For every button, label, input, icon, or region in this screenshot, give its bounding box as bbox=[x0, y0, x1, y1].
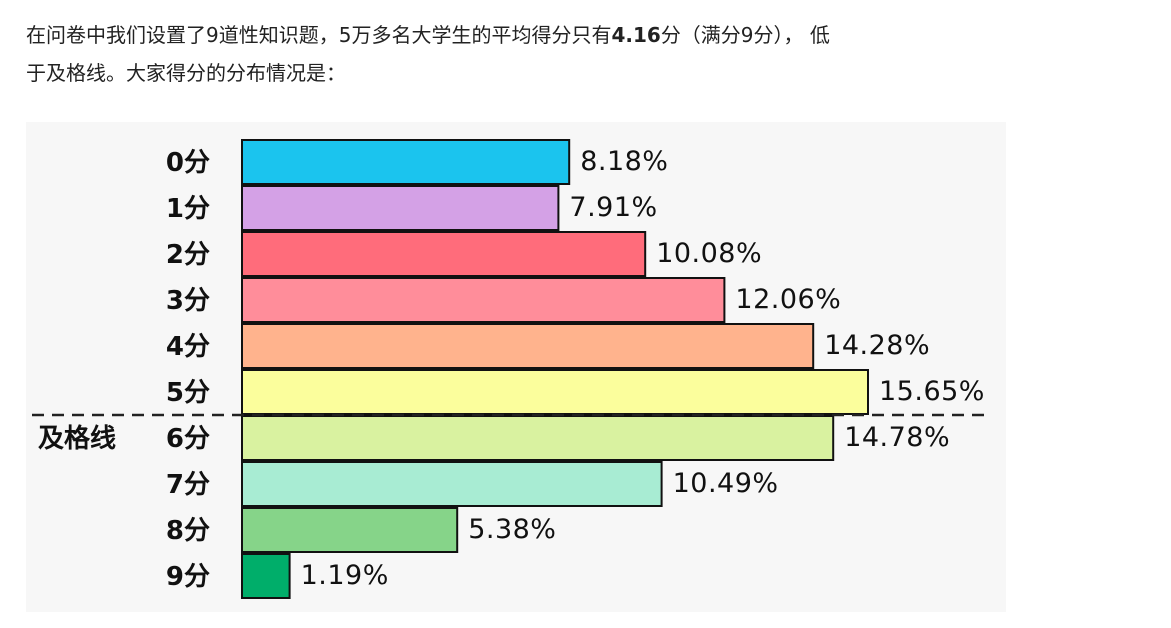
value-label-8: 5.38% bbox=[468, 514, 556, 545]
value-label-2: 10.08% bbox=[656, 238, 762, 269]
value-label-0: 8.18% bbox=[580, 146, 668, 177]
intro-line-2: 于及格线。大家得分的分布情况是： bbox=[26, 61, 346, 85]
category-label-5: 5分 bbox=[166, 378, 210, 408]
category-label-7: 7分 bbox=[166, 470, 210, 500]
category-label-1: 1分 bbox=[166, 194, 210, 224]
bar-4 bbox=[241, 323, 815, 369]
intro-paragraph: 在问卷中我们设置了9道性知识题，5万多名大学生的平均得分只有4.16分（满分9分… bbox=[26, 16, 1026, 92]
value-label-6: 14.78% bbox=[844, 422, 950, 453]
bar-8 bbox=[241, 507, 459, 553]
bar-0 bbox=[241, 139, 571, 185]
bar-2 bbox=[241, 231, 647, 277]
pass-line-label: 及格线 bbox=[38, 423, 116, 454]
bar-1 bbox=[241, 185, 560, 231]
bars-group bbox=[241, 139, 869, 599]
intro-line-1: 在问卷中我们设置了9道性知识题，5万多名大学生的平均得分只有4.16分（满分9分… bbox=[26, 16, 1026, 54]
labels-group: 0分 8.18% 1分 7.91% 2分 10.08% 3分 12.06% 4分 14.28% 5分… bbox=[166, 146, 985, 592]
category-label-3: 3分 bbox=[166, 286, 210, 316]
bar-9 bbox=[241, 553, 291, 599]
category-label-6: 6分 bbox=[166, 424, 210, 454]
average-score: 4.16 bbox=[611, 23, 661, 47]
value-label-9: 1.19% bbox=[301, 560, 389, 591]
category-label-9: 9分 bbox=[166, 562, 210, 592]
intro-text-a: 在问卷中我们设置了9道性知识题，5万多名大学生的平均得分只有 bbox=[26, 23, 612, 47]
bar-7 bbox=[241, 461, 663, 507]
category-label-8: 8分 bbox=[166, 516, 210, 546]
category-label-0: 0分 bbox=[166, 148, 210, 178]
category-label-4: 4分 bbox=[166, 332, 210, 362]
score-distribution-chart: 0分 8.18% 1分 7.91% 2分 10.08% 3分 12.06% 4分 14.28% 5分… bbox=[32, 139, 992, 599]
intro-text-b: 分（满分9分）， 低 bbox=[660, 23, 830, 47]
value-label-7: 10.49% bbox=[673, 468, 779, 499]
value-label-1: 7.91% bbox=[569, 192, 657, 223]
value-label-3: 12.06% bbox=[735, 284, 841, 315]
value-label-4: 14.28% bbox=[824, 330, 930, 361]
category-label-2: 2分 bbox=[166, 240, 210, 270]
chart-panel: 0分 8.18% 1分 7.91% 2分 10.08% 3分 12.06% 4分 14.28% 5分… bbox=[26, 122, 1006, 612]
bar-3 bbox=[241, 277, 726, 323]
bar-6 bbox=[241, 415, 835, 461]
value-label-5: 15.65% bbox=[879, 376, 985, 407]
bar-5 bbox=[241, 369, 869, 415]
